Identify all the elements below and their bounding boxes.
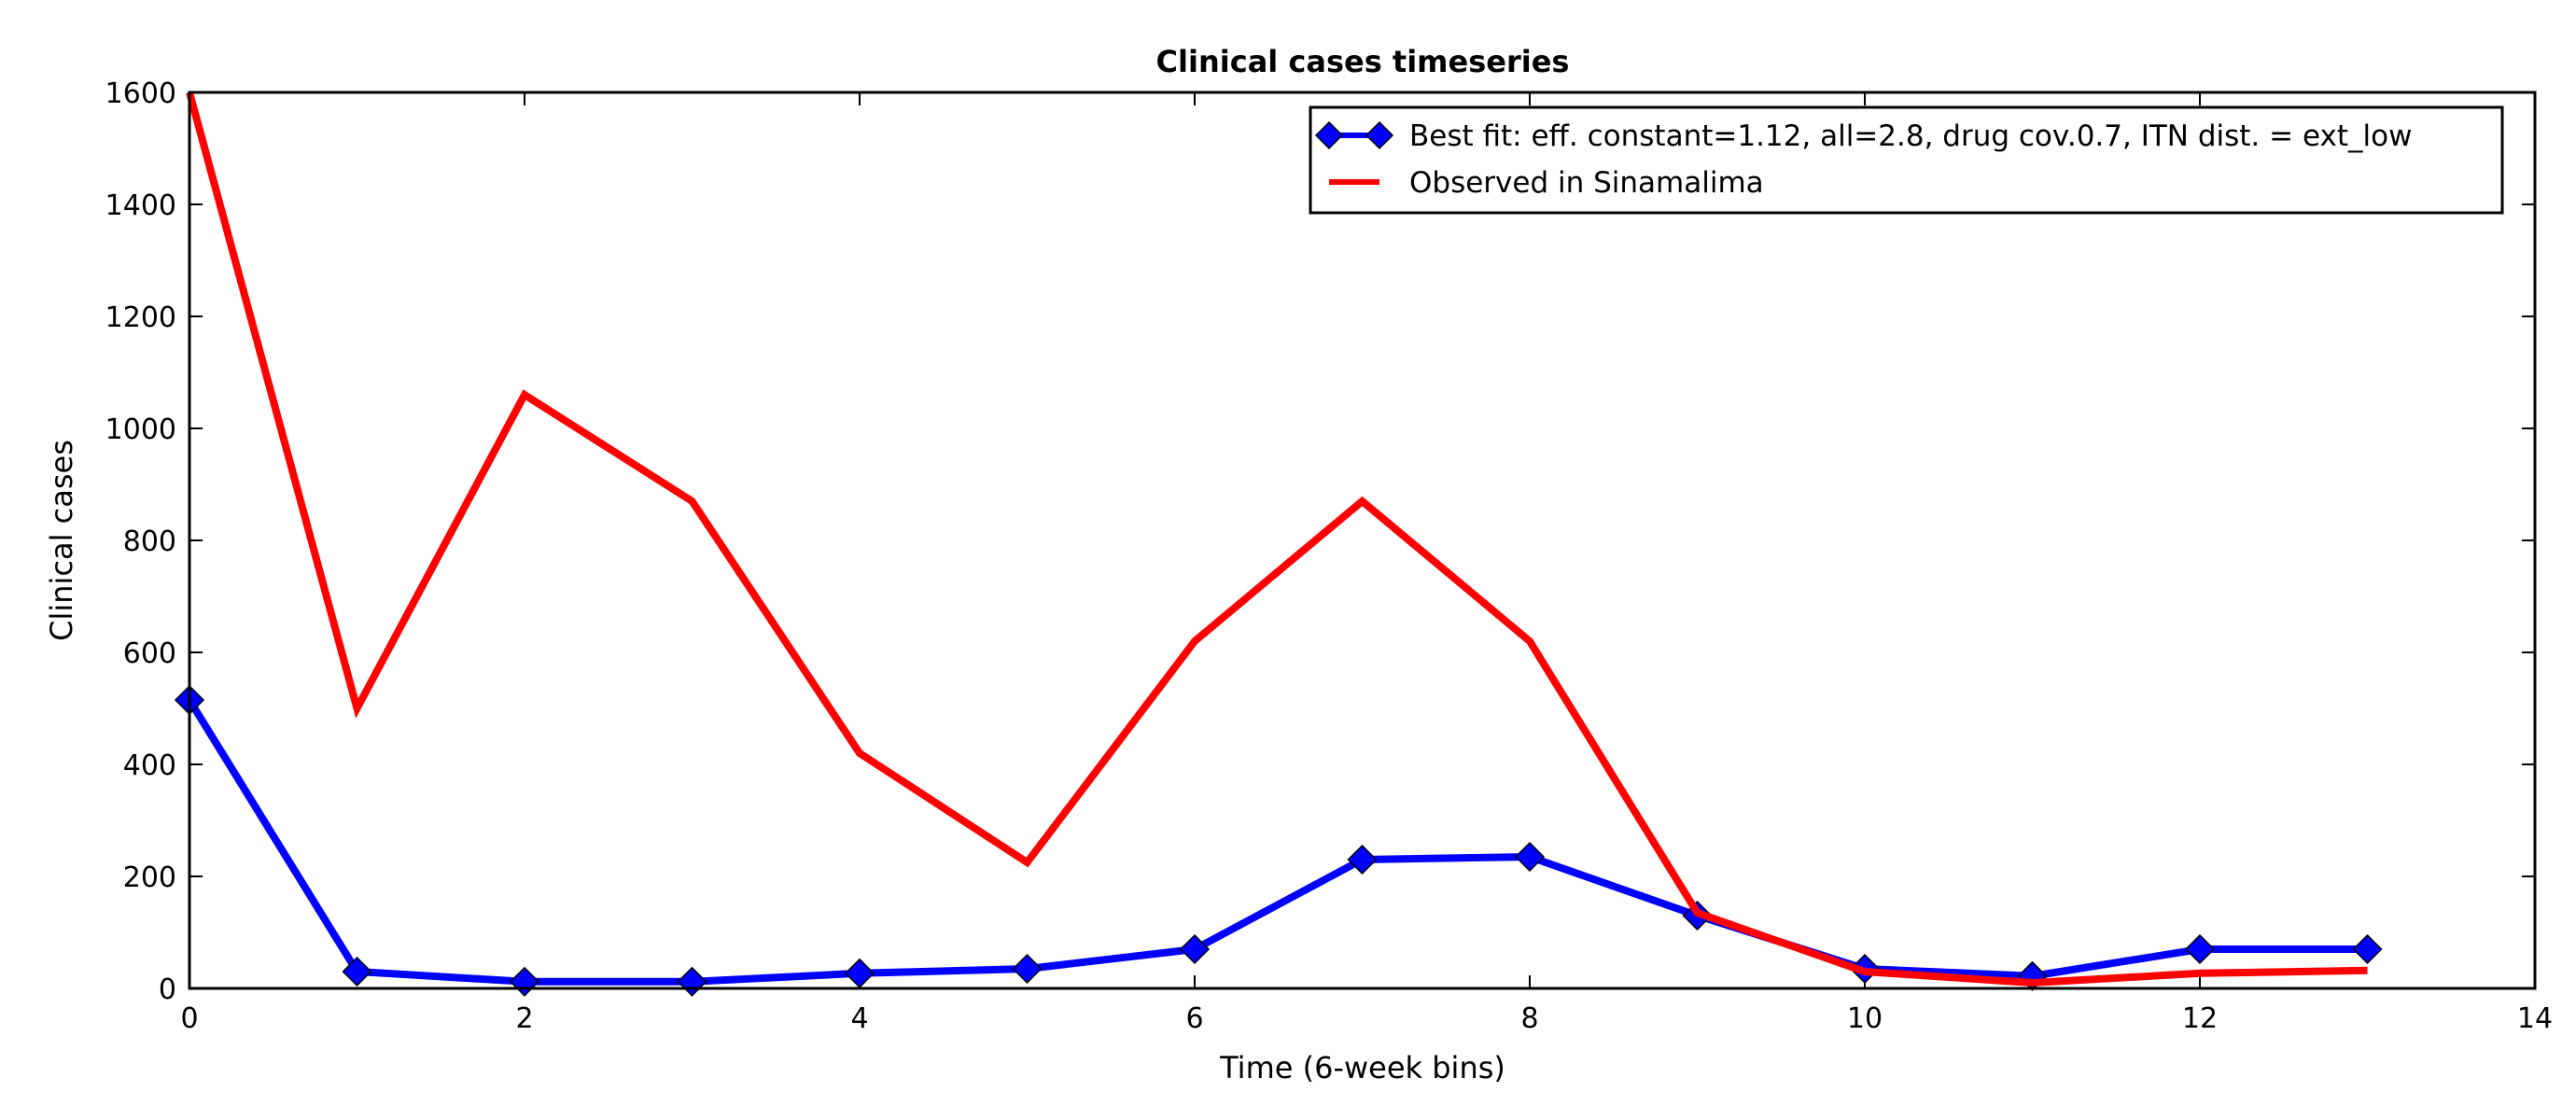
series-observed <box>186 91 2368 987</box>
x-tick-label: 12 <box>2182 1002 2218 1035</box>
data-point <box>342 956 372 987</box>
data-point <box>2352 933 2383 965</box>
y-tick-label: 0 <box>159 973 176 1006</box>
data-point <box>1347 844 1378 875</box>
x-tick-label: 14 <box>2517 1002 2553 1035</box>
y-tick-label: 1600 <box>105 77 176 110</box>
chart-title: Clinical cases timeseries <box>1156 44 1570 79</box>
data-point <box>1514 841 1546 873</box>
legend-box <box>1309 105 2504 215</box>
y-tick-label: 1000 <box>105 413 176 446</box>
x-axis-label: Time (6-week bins) <box>1219 1050 1505 1085</box>
legend-swatch-marker <box>1365 120 1394 150</box>
legend-label: Best fit: eff. constant=1.12, all=2.8, d… <box>1409 119 2412 153</box>
x-tick-label: 0 <box>180 1002 198 1035</box>
x-tick-label: 4 <box>850 1002 868 1035</box>
y-tick-label: 800 <box>123 525 176 558</box>
data-point <box>1012 953 1043 985</box>
series-line <box>186 91 2368 987</box>
legend-label: Observed in Sinamalima <box>1409 166 1764 200</box>
data-point <box>1179 933 1211 965</box>
data-point <box>2184 933 2216 965</box>
series-line <box>186 697 2368 986</box>
plot-frame <box>188 91 2537 990</box>
x-tick-label: 10 <box>1847 1002 1883 1035</box>
x-tick-label: 2 <box>515 1002 533 1035</box>
legend-swatch-marker <box>1314 120 1344 150</box>
y-tick-label: 600 <box>123 637 176 670</box>
x-tick-label: 8 <box>1520 1002 1538 1035</box>
x-tick-label: 6 <box>1185 1002 1203 1035</box>
y-tick-label: 1200 <box>105 301 176 334</box>
legend: Best fit: eff. constant=1.12, all=2.8, d… <box>1309 105 2504 215</box>
y-tick-label: 1400 <box>105 189 176 222</box>
y-tick-label: 200 <box>123 861 176 894</box>
tick-group: 0 2 4 6 8 10 12 14 0 200 400 600 800 1000 1200 1400 1600 <box>105 77 2553 1035</box>
y-tick-label: 400 <box>123 749 176 782</box>
y-axis-label: Clinical cases <box>44 440 79 641</box>
